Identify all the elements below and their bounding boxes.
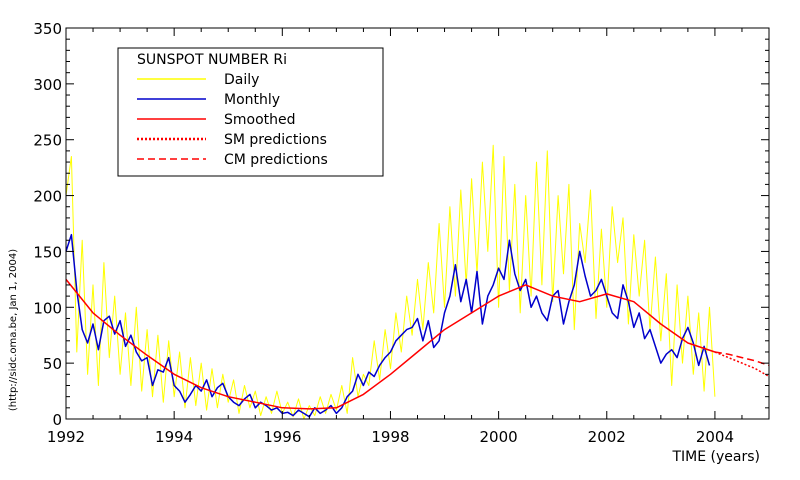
x-tick-label: 1992 [47, 428, 85, 446]
legend-label: Monthly [224, 92, 280, 108]
series-line-monthly [65, 233, 711, 418]
series-layer [65, 144, 770, 420]
x-tick-label: 1998 [371, 428, 409, 446]
y-tick-label: 100 [33, 299, 62, 317]
series-line-cm-predictions [714, 351, 770, 367]
legend-label: Smoothed [224, 112, 296, 128]
legend-entries: Daily Monthly Smoothed SM predictions CM pre… [137, 72, 328, 168]
y-tick-label: 50 [43, 355, 62, 373]
y-tick-label: 250 [33, 132, 62, 150]
y-tick-label: 300 [33, 76, 62, 94]
x-axis-title: TIME (years) [671, 449, 760, 465]
y-tick-label: 0 [52, 411, 62, 429]
legend-label: CM predictions [224, 152, 328, 168]
legend-label: Daily [224, 72, 259, 88]
legend-title: SUNSPOT NUMBER Ri [137, 52, 287, 68]
series-line-smoothed [65, 278, 716, 410]
y-tick-label: 150 [33, 243, 62, 261]
series-line-daily [65, 144, 716, 420]
axes-layer: 0 50 100 150 200 250 300 350 1992 1994 1996 1998 200… [33, 20, 770, 446]
y-tick-label: 350 [33, 20, 62, 38]
legend: SUNSPOT NUMBER Ri Daily Monthly Smoothed SM… [117, 47, 384, 177]
x-tick-label: 2004 [696, 428, 734, 446]
y-tick-label: 200 [33, 188, 62, 206]
legend-box [117, 47, 384, 177]
x-tick-label: 1996 [263, 428, 301, 446]
x-tick-label: 2002 [588, 428, 626, 446]
legend-label: SM predictions [224, 132, 327, 148]
x-tick-label: 2000 [480, 428, 518, 446]
series-line-sm-predictions [714, 351, 770, 378]
source-note: (http://sidc.oma.be, Jan 1, 2004) [8, 249, 19, 411]
x-tick-label: 1994 [155, 428, 193, 446]
